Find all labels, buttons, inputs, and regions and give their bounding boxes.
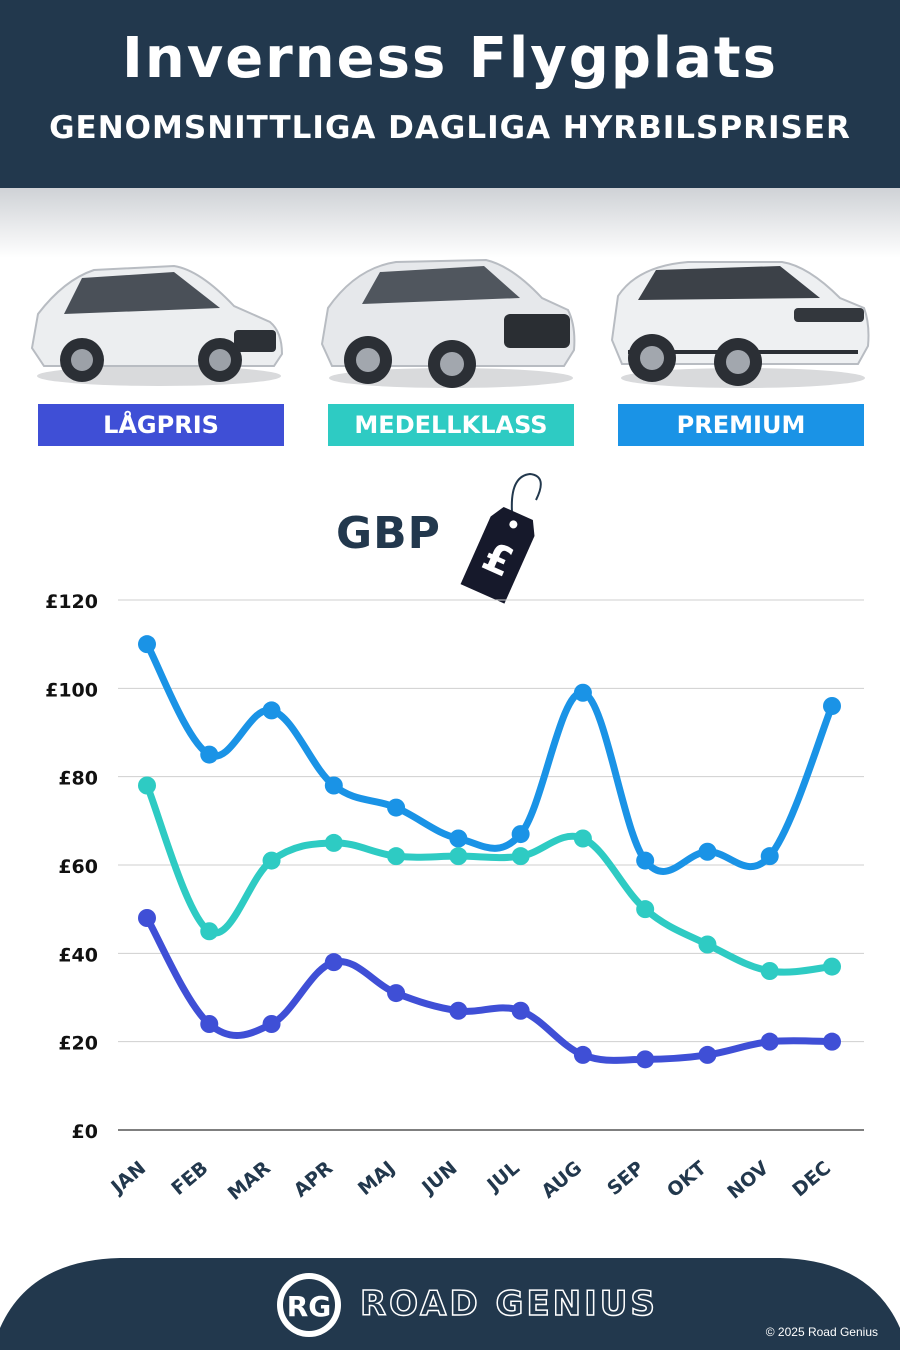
- data-point: [698, 1045, 717, 1064]
- y-tick-label: £100: [45, 679, 98, 701]
- data-point: [200, 745, 219, 764]
- road-genius-logo-icon: RG: [277, 1273, 341, 1337]
- data-point: [324, 776, 343, 795]
- data-point: [823, 1032, 841, 1051]
- data-point: [760, 1032, 779, 1051]
- data-point: [511, 825, 530, 844]
- data-point: [573, 683, 592, 702]
- currency-label: GBP: [336, 508, 441, 559]
- data-point: [138, 776, 156, 795]
- data-point: [573, 1045, 592, 1064]
- data-point: [262, 1015, 281, 1033]
- header-shadow: [0, 188, 900, 258]
- x-tick-label: APR: [290, 1157, 338, 1202]
- data-point: [324, 833, 343, 852]
- data-point: [449, 1001, 468, 1020]
- y-tick-label: £60: [58, 856, 98, 878]
- page-subtitle: GENOMSNITTLIGA DAGLIGA HYRBILSPRISER: [49, 110, 851, 146]
- y-tick-label: £80: [58, 768, 98, 790]
- data-point: [511, 1001, 530, 1020]
- premium-suv-image: [608, 252, 870, 392]
- data-point: [823, 957, 841, 976]
- y-tick-label: £40: [58, 944, 98, 966]
- data-point: [138, 909, 156, 927]
- data-point: [387, 798, 406, 817]
- x-tick-label: SEP: [603, 1157, 648, 1200]
- category-label-premium: PREMIUM: [618, 404, 864, 446]
- data-point: [324, 953, 343, 972]
- data-point: [262, 851, 281, 870]
- data-point: [387, 847, 406, 866]
- footer-banner: [0, 1258, 900, 1350]
- data-point: [200, 1015, 219, 1033]
- brand-name: ROAD GENIUS: [359, 1283, 658, 1325]
- category-label-midsize: MEDELLKLASS: [328, 404, 574, 446]
- data-point: [636, 900, 655, 919]
- suv-car-image: [316, 252, 578, 392]
- x-tick-label: MAJ: [354, 1157, 399, 1200]
- copyright-text: © 2025 Road Genius: [765, 1325, 878, 1339]
- data-point: [573, 829, 592, 848]
- series-line-0: [143, 640, 836, 875]
- x-tick-label: JUN: [416, 1157, 461, 1200]
- data-point: [636, 851, 655, 870]
- x-tick-label: FEB: [167, 1157, 212, 1200]
- x-tick-label: JAN: [106, 1157, 151, 1199]
- data-point: [200, 922, 219, 941]
- price-tag-icon: £: [460, 472, 542, 604]
- data-point: [823, 697, 841, 715]
- x-tick-label: OKT: [663, 1157, 711, 1202]
- x-tick-label: AUG: [537, 1157, 586, 1203]
- data-point: [760, 847, 779, 866]
- y-tick-label: £20: [58, 1033, 98, 1055]
- data-point: [698, 935, 717, 954]
- data-point: [636, 1050, 655, 1069]
- y-tick-label: £0: [72, 1121, 98, 1143]
- x-tick-label: MAR: [224, 1157, 275, 1205]
- price-line-chart: £0 £20 £40 £60 £80 £100 £120 JAN FEB MAR APR MAJ JUN…: [45, 591, 864, 1205]
- series-line-1: [143, 782, 836, 976]
- x-tick-label: NOV: [723, 1157, 773, 1204]
- data-point: [138, 635, 156, 654]
- data-point: [449, 829, 468, 848]
- logo-initials: RG: [287, 1290, 332, 1323]
- y-tick-label: £120: [45, 591, 98, 613]
- data-point: [511, 847, 530, 866]
- x-tick-label: DEC: [788, 1157, 835, 1201]
- data-point: [698, 842, 717, 861]
- hatchback-car-image: [24, 252, 286, 392]
- header-banner: Inverness Flygplats GENOMSNITTLIGA DAGLI…: [0, 0, 900, 188]
- series-line-2: [143, 914, 836, 1064]
- data-point: [387, 984, 406, 1003]
- category-label-budget: LÅGPRIS: [38, 404, 284, 446]
- x-tick-label: JUL: [482, 1157, 524, 1197]
- page-title: Inverness Flygplats: [121, 26, 779, 91]
- data-point: [449, 847, 468, 866]
- data-point: [262, 701, 281, 720]
- data-point: [760, 962, 779, 980]
